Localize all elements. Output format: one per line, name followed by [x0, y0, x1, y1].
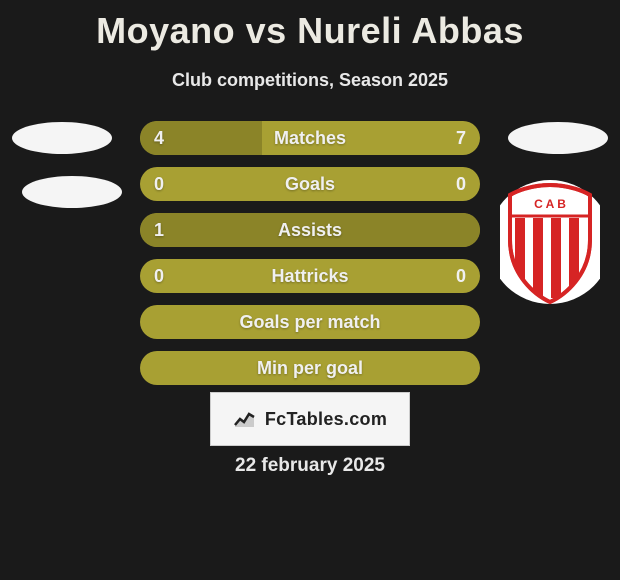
- stat-value-right: 7: [456, 128, 466, 149]
- stat-row-matches: 4 Matches 7: [140, 121, 480, 155]
- watermark-text: FcTables.com: [265, 409, 387, 430]
- stat-row-mpg: Min per goal: [140, 351, 480, 385]
- comparison-infographic: Moyano vs Nureli Abbas Club competitions…: [0, 0, 620, 580]
- stat-label: Matches: [140, 128, 480, 149]
- stat-value-right: 0: [456, 266, 466, 287]
- comparison-chart: 4 Matches 7 0 Goals 0 1 Assists 0 Hattri…: [0, 121, 620, 401]
- stat-label: Goals per match: [140, 312, 480, 333]
- watermark-badge: FcTables.com: [210, 392, 410, 446]
- chart-icon: [233, 409, 257, 429]
- stat-row-gpm: Goals per match: [140, 305, 480, 339]
- stat-label: Hattricks: [140, 266, 480, 287]
- stat-row-hattricks: 0 Hattricks 0: [140, 259, 480, 293]
- page-subtitle: Club competitions, Season 2025: [0, 70, 620, 91]
- stat-label: Goals: [140, 174, 480, 195]
- date-text: 22 february 2025: [0, 455, 620, 477]
- bars-container: 4 Matches 7 0 Goals 0 1 Assists 0 Hattri…: [140, 121, 480, 397]
- stat-label: Min per goal: [140, 358, 480, 379]
- stat-label: Assists: [140, 220, 480, 241]
- stat-row-goals: 0 Goals 0: [140, 167, 480, 201]
- stat-row-assists: 1 Assists: [140, 213, 480, 247]
- page-title: Moyano vs Nureli Abbas: [0, 10, 620, 52]
- stat-value-right: 0: [456, 174, 466, 195]
